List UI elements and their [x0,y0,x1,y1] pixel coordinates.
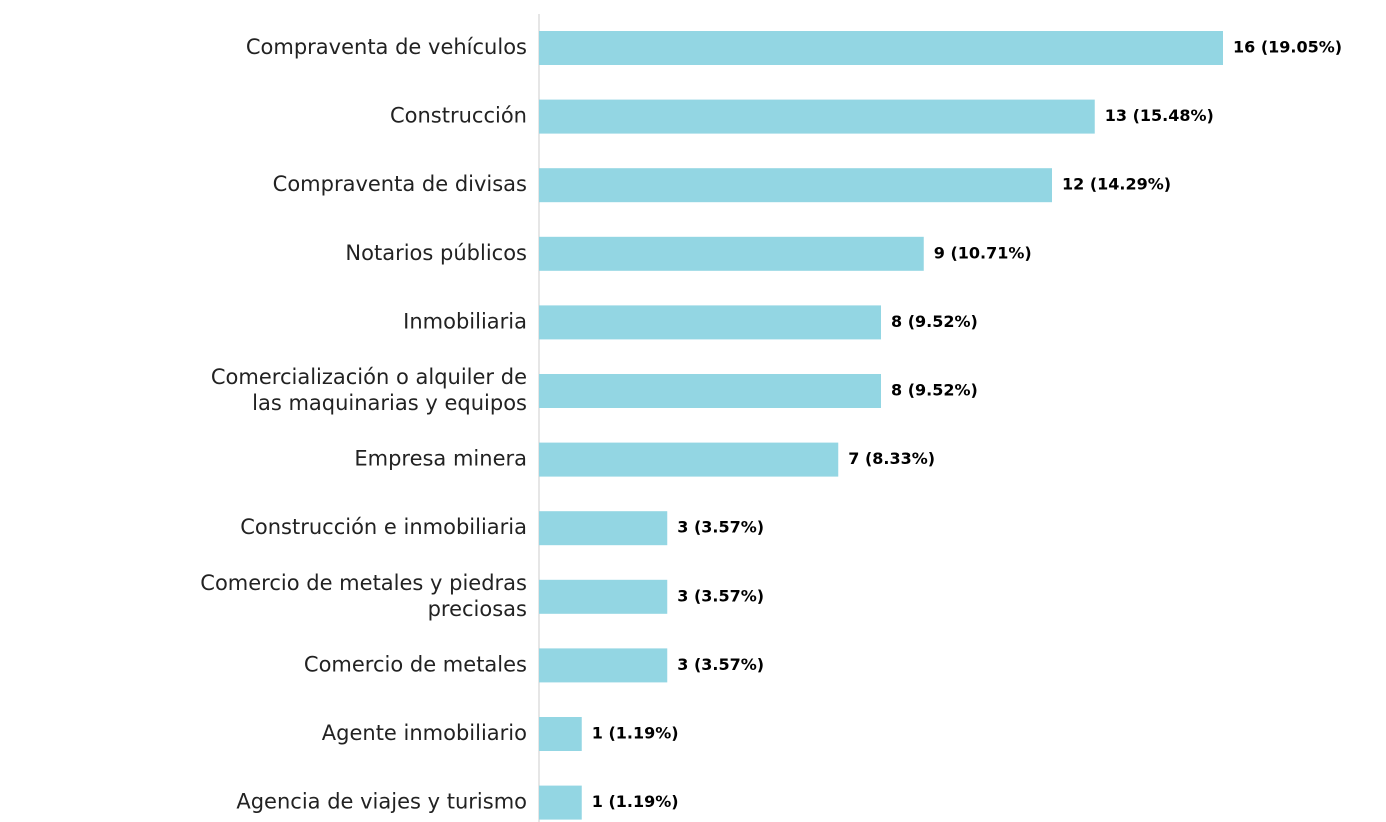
category-label: Notarios públicos [345,241,527,265]
category-label: Construcción [390,104,527,128]
value-label: 9 (10.71%) [934,243,1032,262]
value-label: 12 (14.29%) [1062,175,1171,194]
bar [539,648,668,683]
value-label: 3 (3.57%) [677,655,764,674]
category-label: Compraventa de vehículos [246,35,527,59]
value-label: 7 (8.33%) [848,449,935,468]
bar [539,511,668,546]
bar [539,374,881,408]
category-label: Comercio de metales [304,652,527,676]
bar [539,305,881,340]
value-label: 1 (1.19%) [592,724,679,743]
value-label: 8 (9.52%) [891,312,978,331]
value-label: 3 (3.57%) [677,518,764,537]
category-label: Empresa minera [354,447,527,471]
category-label: Agente inmobiliario [322,721,527,745]
category-label: Construcción e inmobiliaria [240,515,527,539]
category-label: Comercio de metales y piedras preciosas [200,571,527,621]
value-label: 3 (3.57%) [677,586,764,605]
value-label: 16 (19.05%) [1233,38,1342,57]
bar [539,785,582,820]
value-label: 1 (1.19%) [592,792,679,811]
bar [539,442,839,477]
category-label: Inmobiliaria [403,309,527,333]
category-label: Agencia de viajes y turismo [236,790,527,814]
value-label: 13 (15.48%) [1105,106,1214,125]
bar [539,236,924,271]
bar [539,717,582,751]
bar [539,99,1095,134]
bar [539,31,1223,65]
bar [539,579,668,614]
category-label: Compraventa de divisas [273,172,527,196]
category-label: Comercialización o alquiler de las maquin… [211,365,527,415]
value-label: 8 (9.52%) [891,381,978,400]
bar [539,168,1052,203]
